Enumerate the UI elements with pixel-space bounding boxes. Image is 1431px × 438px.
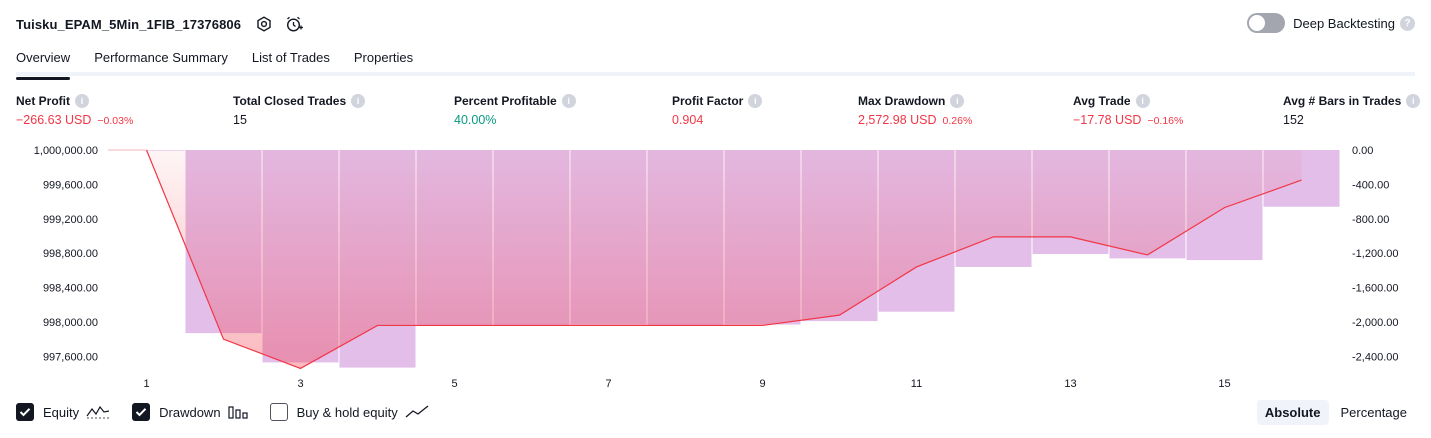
left-tick-label: 999,600.00 bbox=[43, 179, 98, 191]
left-tick-label: 998,000.00 bbox=[43, 317, 98, 329]
left-tick-label: 998,400.00 bbox=[43, 283, 98, 295]
equity-checkbox[interactable] bbox=[16, 403, 34, 421]
strategy-header: Tuisku_EPAM_5Min_1FIB_17376806 bbox=[16, 12, 303, 36]
metric-value: −17.78 USD bbox=[1073, 113, 1141, 127]
absolute-button[interactable]: Absolute bbox=[1257, 400, 1329, 425]
deep-backtesting-toggle[interactable] bbox=[1247, 13, 1285, 33]
scale-mode-switch: Absolute Percentage bbox=[1253, 400, 1415, 425]
info-icon[interactable]: i bbox=[351, 94, 365, 108]
x-tick-label: 7 bbox=[605, 378, 611, 390]
settings-icon[interactable] bbox=[255, 15, 273, 33]
right-tick-label: -800.00 bbox=[1352, 214, 1389, 226]
chart-legend: Equity Drawdown Buy & hold equity bbox=[16, 403, 451, 421]
metric-label: Profit Factor bbox=[672, 94, 743, 108]
equity-line-icon bbox=[86, 405, 110, 419]
buy-hold-line-icon bbox=[405, 405, 429, 419]
equity-area bbox=[147, 150, 1302, 368]
percentage-button[interactable]: Percentage bbox=[1333, 400, 1416, 425]
metric-value: 2,572.98 USD bbox=[858, 113, 937, 127]
x-tick-label: 3 bbox=[297, 378, 303, 390]
metric-value: 15 bbox=[233, 113, 247, 127]
metric-profit-factor: Profit Factor i 0.904 bbox=[672, 94, 762, 127]
metric-label: Max Drawdown bbox=[858, 94, 945, 108]
right-tick-label: -400.00 bbox=[1352, 179, 1389, 191]
metric-max-drawdown: Max Drawdown i 2,572.98 USD 0.26% bbox=[858, 94, 972, 127]
right-axis: 0.00 -400.00 -800.00 -1,200.00 -1,600.00 -2,0… bbox=[1352, 145, 1398, 363]
x-tick-label: 1 bbox=[143, 378, 149, 390]
metric-net-profit: Net Profit i −266.63 USD −0.03% bbox=[16, 94, 133, 127]
drawdown-bars-icon bbox=[228, 405, 248, 419]
legend-drawdown[interactable]: Drawdown bbox=[132, 403, 247, 421]
metric-value: 152 bbox=[1283, 113, 1304, 127]
x-tick-label: 15 bbox=[1218, 378, 1230, 390]
toggle-knob bbox=[1249, 15, 1265, 31]
drawdown-checkbox[interactable] bbox=[132, 403, 150, 421]
left-axis: 1,000,000.00 999,600.00 999,200.00 998,800.… bbox=[34, 145, 98, 363]
metric-label: Total Closed Trades bbox=[233, 94, 346, 108]
tab-list-of-trades[interactable]: List of Trades bbox=[252, 46, 330, 76]
right-tick-label: -2,400.00 bbox=[1352, 351, 1398, 363]
strategy-name: Tuisku_EPAM_5Min_1FIB_17376806 bbox=[16, 17, 241, 32]
right-tick-label: 0.00 bbox=[1352, 145, 1373, 157]
metric-label: Percent Profitable bbox=[454, 94, 557, 108]
metric-percent: 0.26% bbox=[943, 115, 973, 127]
left-tick-label: 1,000,000.00 bbox=[34, 145, 98, 157]
info-icon[interactable]: i bbox=[562, 94, 576, 108]
metric-percent: −0.03% bbox=[97, 115, 133, 127]
info-icon[interactable]: i bbox=[748, 94, 762, 108]
metric-value: 0.904 bbox=[672, 113, 703, 127]
legend-buy-hold[interactable]: Buy & hold equity bbox=[270, 403, 429, 421]
add-alert-icon[interactable] bbox=[285, 15, 303, 33]
info-icon[interactable]: i bbox=[1136, 94, 1150, 108]
legend-equity[interactable]: Equity bbox=[16, 403, 110, 421]
metric-total-closed-trades: Total Closed Trades i 15 bbox=[233, 94, 365, 127]
deep-backtesting-label: Deep Backtesting bbox=[1293, 16, 1395, 31]
tab-properties[interactable]: Properties bbox=[354, 46, 413, 76]
equity-drawdown-chart[interactable]: 1,000,000.00 999,600.00 999,200.00 998,800.… bbox=[0, 138, 1431, 396]
legend-label: Drawdown bbox=[159, 405, 220, 420]
deep-backtesting: Deep Backtesting ? bbox=[1247, 13, 1415, 33]
info-icon[interactable]: i bbox=[950, 94, 964, 108]
x-tick-label: 11 bbox=[911, 378, 922, 390]
right-tick-label: -2,000.00 bbox=[1352, 317, 1398, 329]
left-tick-label: 999,200.00 bbox=[43, 214, 98, 226]
tab-overview[interactable]: Overview bbox=[16, 46, 70, 76]
metric-value: 40.00% bbox=[454, 113, 496, 127]
metric-avg-bars-in-trades: Avg # Bars in Trades i 152 bbox=[1283, 94, 1420, 127]
x-tick-label: 5 bbox=[451, 378, 457, 390]
x-axis: 1 3 5 7 9 11 13 15 bbox=[143, 378, 1230, 390]
metric-percent: −0.16% bbox=[1147, 115, 1183, 127]
metric-label: Avg Trade bbox=[1073, 94, 1131, 108]
equity-series bbox=[108, 150, 1302, 368]
metric-value: −266.63 USD bbox=[16, 113, 91, 127]
tab-performance-summary[interactable]: Performance Summary bbox=[94, 46, 228, 76]
info-icon[interactable]: i bbox=[1406, 94, 1420, 108]
metric-avg-trade: Avg Trade i −17.78 USD −0.16% bbox=[1073, 94, 1183, 127]
buy-hold-checkbox[interactable] bbox=[270, 403, 288, 421]
right-tick-label: -1,600.00 bbox=[1352, 283, 1398, 295]
x-tick-label: 13 bbox=[1064, 378, 1076, 390]
legend-label: Buy & hold equity bbox=[297, 405, 398, 420]
metric-percent-profitable: Percent Profitable i 40.00% bbox=[454, 94, 576, 127]
help-icon[interactable]: ? bbox=[1400, 16, 1415, 31]
left-tick-label: 998,800.00 bbox=[43, 248, 98, 260]
report-tabs: Overview Performance Summary List of Tra… bbox=[16, 46, 1415, 76]
x-tick-label: 9 bbox=[759, 378, 765, 390]
metrics-row: Net Profit i −266.63 USD −0.03% Total Clos… bbox=[0, 94, 1431, 130]
metric-label: Avg # Bars in Trades bbox=[1283, 94, 1401, 108]
info-icon[interactable]: i bbox=[75, 94, 89, 108]
right-tick-label: -1,200.00 bbox=[1352, 248, 1398, 260]
metric-label: Net Profit bbox=[16, 94, 70, 108]
legend-label: Equity bbox=[43, 405, 79, 420]
left-tick-label: 997,600.00 bbox=[43, 351, 98, 363]
